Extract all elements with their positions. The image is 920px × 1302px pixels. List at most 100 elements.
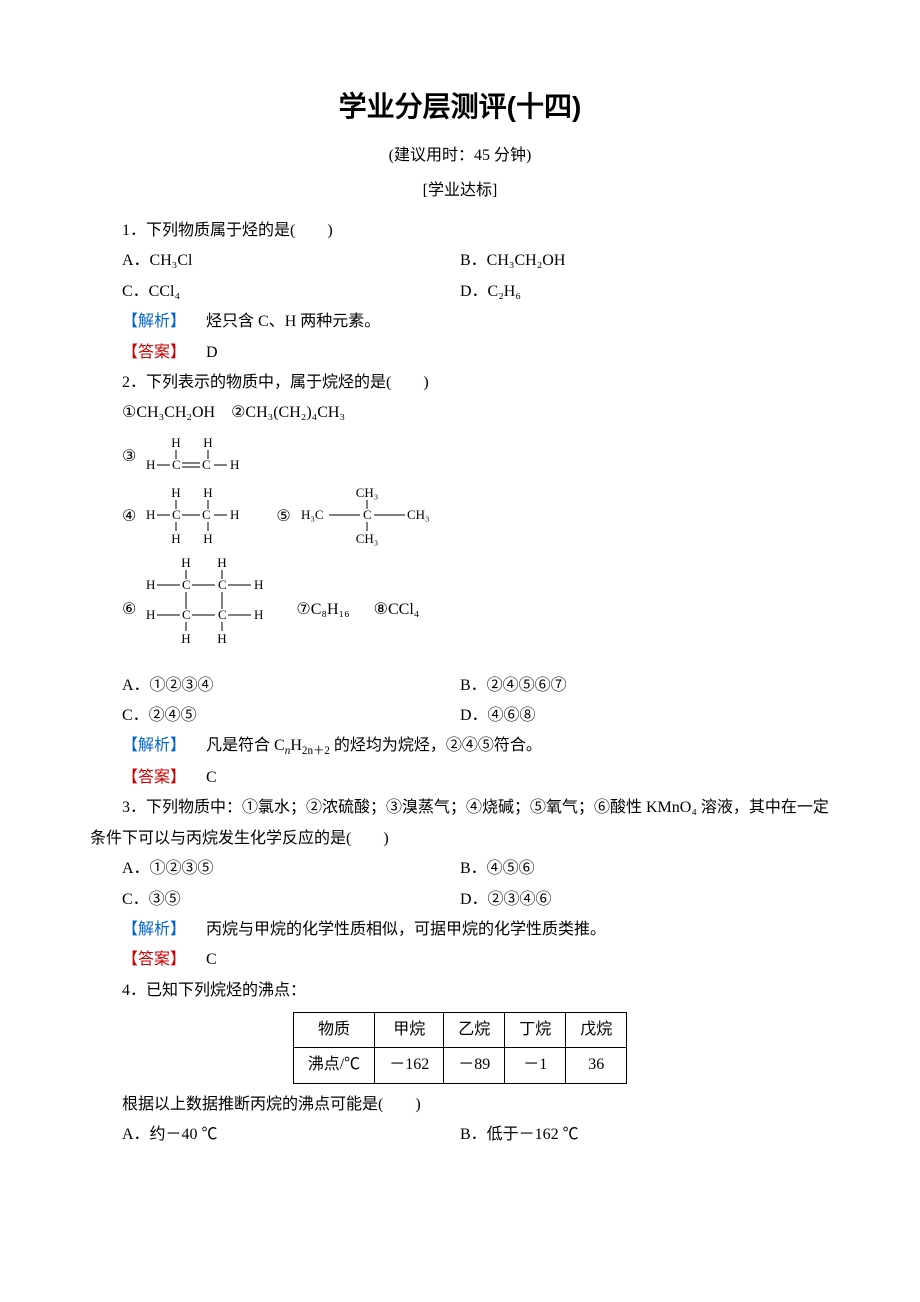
svg-text:H: H (254, 607, 263, 622)
q1-optB: B．CH₃CH₂OH (460, 246, 830, 276)
q4-table: 物质 甲烷 乙烷 丁烷 戊烷 沸点/℃ －162 －89 －1 36 (293, 1012, 628, 1084)
q2-struct-4: ④ H H H C C H H H (122, 485, 252, 549)
svg-text:H: H (172, 435, 181, 450)
q2-optC: C．②④⑤ (90, 701, 460, 731)
q2-n4: ④ (122, 502, 136, 532)
q3-options-row1: A．①②③⑤ B．④⑤⑥ (90, 854, 830, 884)
svg-text:H: H (146, 457, 155, 472)
section-label: [学业达标] (90, 176, 830, 206)
svg-text:C: C (363, 507, 372, 522)
q1-answer: 【答案】 D (90, 338, 830, 368)
q3-analysis: 【解析】 丙烷与甲烷的化学性质相似，可据甲烷的化学性质类推。 (90, 915, 830, 945)
svg-text:C: C (172, 457, 181, 472)
q2-optA: A．①②③④ (90, 671, 460, 701)
cyclobutane-structure: H H H C C H H C C (142, 555, 272, 665)
svg-text:CH₃: CH₃ (355, 485, 378, 500)
q4-th-4: 戊烷 (566, 1013, 627, 1048)
q2-struct-row-3: ③ H H H C C H (90, 435, 830, 479)
svg-text:H: H (218, 555, 227, 570)
q1-optA: A．CH₃Cl (90, 246, 460, 276)
time-suggestion: (建议用时：45 分钟) (90, 141, 830, 171)
q3-optB: B．④⑤⑥ (460, 854, 830, 884)
q4-options-row1: A．约－40 ℃ B．低于－162 ℃ (90, 1120, 830, 1150)
q2-analysis-post: 的烃均为烷烃，②④⑤符合。 (330, 737, 542, 754)
svg-text:C: C (182, 607, 191, 622)
svg-text:H: H (204, 531, 213, 546)
svg-text:H: H (230, 457, 239, 472)
svg-text:C: C (172, 507, 181, 522)
q3-answer: 【答案】 C (90, 945, 830, 975)
q2-n5: ⑤ (276, 502, 290, 532)
q1-analysis: 【解析】 烃只含 C、H 两种元素。 (90, 307, 830, 337)
q3-optD: D．②③④⑥ (460, 885, 830, 915)
svg-text:H: H (146, 607, 155, 622)
svg-text:H: H (204, 435, 213, 450)
q4-tail: 根据以上数据推断丙烷的沸点可能是( ) (90, 1090, 830, 1120)
q1-optC: C．CCl₄ (90, 277, 460, 307)
q2-n8-text: ⑧CCl₄ (374, 595, 420, 625)
q1-stem: 1．下列物质属于烃的是( ) (90, 216, 830, 246)
q4-th-3: 丁烷 (505, 1013, 566, 1048)
q2-struct-row-678: ⑥ H H H C C H H (90, 555, 830, 665)
q4-row-label: 沸点/℃ (293, 1048, 374, 1083)
q3-optA: A．①②③⑤ (90, 854, 460, 884)
q2-n8: ⑧CCl₄ (374, 595, 420, 625)
q2-struct-5: ⑤ CH₃ H₃C C CH₃ CH₃ (276, 485, 436, 549)
q1-optD: D．C₂H₆ (460, 277, 830, 307)
q4-optB: B．低于－162 ℃ (460, 1120, 830, 1150)
analysis-label: 【解析】 (122, 737, 186, 754)
analysis-label: 【解析】 (122, 313, 186, 330)
svg-text:C: C (182, 577, 191, 592)
q2-struct-3: ③ H H H C C H (122, 435, 252, 479)
answer-label: 【答案】 (122, 951, 186, 968)
q1-analysis-text: 烃只含 C、H 两种元素。 (206, 313, 380, 330)
q4-th-2: 乙烷 (444, 1013, 505, 1048)
answer-label: 【答案】 (122, 344, 186, 361)
q2-n6: ⑥ (122, 595, 136, 625)
q4-th-1: 甲烷 (375, 1013, 444, 1048)
svg-text:H: H (182, 631, 191, 646)
svg-text:CH₃: CH₃ (407, 507, 430, 522)
q2-n7: ⑦C₈H₁₆ (296, 595, 349, 625)
analysis-label: 【解析】 (122, 921, 186, 938)
svg-text:H: H (230, 507, 239, 522)
q3-answer-text: C (206, 951, 217, 968)
q3-stem: 3．下列物质中：①氯水；②浓硫酸；③溴蒸气；④烧碱；⑤氧气；⑥酸性 KMnO₄ … (90, 793, 830, 854)
q2-answer-text: C (206, 769, 217, 786)
q2-analysis: 【解析】 凡是符合 CnH2n＋2 的烃均为烷烃，②④⑤符合。 (90, 731, 830, 762)
q2-struct-6: ⑥ H H H C C H H (122, 555, 272, 665)
q1-options-row2: C．CCl₄ D．C₂H₆ (90, 277, 830, 307)
svg-text:H: H (204, 485, 213, 500)
q4-td-0: －162 (375, 1048, 444, 1083)
svg-text:H: H (146, 507, 155, 522)
q2-line1: ①CH₃CH₂OH ②CH₃(CH₂)₄CH₃ (90, 398, 830, 428)
q1-answer-text: D (206, 344, 218, 361)
q3-optC: C．③⑤ (90, 885, 460, 915)
svg-text:H: H (218, 631, 227, 646)
answer-label: 【答案】 (122, 769, 186, 786)
ethene-structure: H H H C C H (142, 435, 252, 479)
ethane-structure: H H H C C H H H (142, 485, 252, 549)
q2-struct-row-45: ④ H H H C C H H H ⑤ (90, 485, 830, 549)
q2-answer: 【答案】 C (90, 763, 830, 793)
q2-analysis-2n2: 2n＋2 (302, 746, 330, 758)
svg-text:C: C (202, 507, 211, 522)
svg-text:CH₃: CH₃ (355, 531, 378, 546)
table-row: 沸点/℃ －162 －89 －1 36 (293, 1048, 627, 1083)
q2-n7-text: ⑦C₈H₁₆ (296, 595, 349, 625)
q2-analysis-mid: H (290, 737, 302, 754)
q3-analysis-text: 丙烷与甲烷的化学性质相似，可据甲烷的化学性质类推。 (206, 921, 606, 938)
q4-td-3: 36 (566, 1048, 627, 1083)
svg-text:C: C (202, 457, 211, 472)
q2-options-row2: C．②④⑤ D．④⑥⑧ (90, 701, 830, 731)
q2-stem: 2．下列表示的物质中，属于烷烃的是( ) (90, 368, 830, 398)
q4-th-0: 物质 (293, 1013, 374, 1048)
svg-text:H: H (254, 577, 263, 592)
svg-text:C: C (218, 577, 227, 592)
table-row: 物质 甲烷 乙烷 丁烷 戊烷 (293, 1013, 627, 1048)
q4-td-2: －1 (505, 1048, 566, 1083)
q2-n3: ③ (122, 442, 136, 472)
svg-text:C: C (218, 607, 227, 622)
svg-text:H₃C: H₃C (301, 507, 324, 522)
q2-optB: B．②④⑤⑥⑦ (460, 671, 830, 701)
